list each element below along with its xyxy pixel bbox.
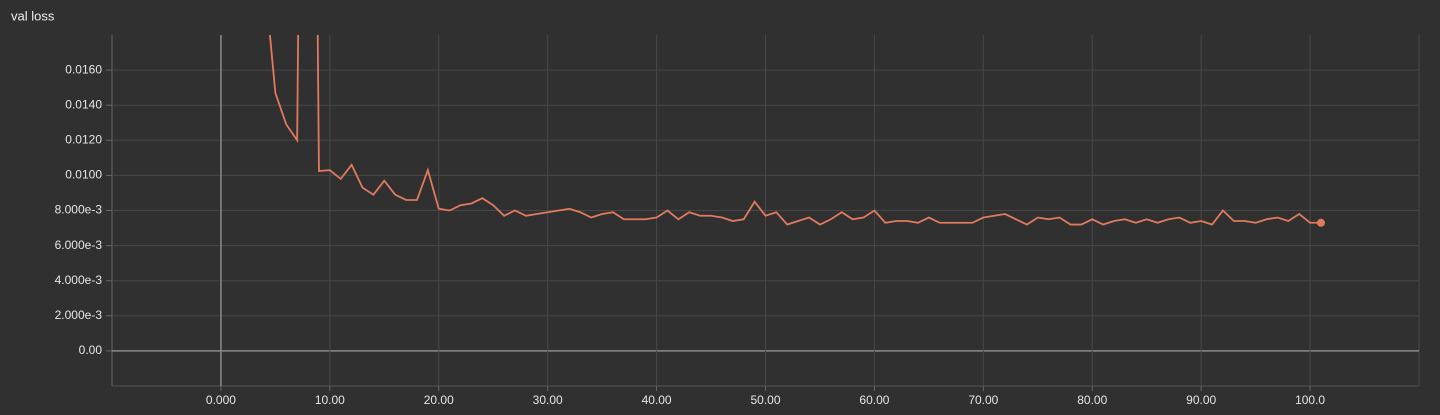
x-tick-label: 40.00: [642, 393, 672, 407]
x-tick-label: 30.00: [533, 393, 563, 407]
x-tick-label: 70.00: [968, 393, 998, 407]
y-tick-label: 0.0140: [65, 97, 102, 111]
x-tick-label: 100.0: [1295, 393, 1325, 407]
y-tick-label: 2.000e-3: [55, 308, 103, 322]
last-point: [1316, 218, 1325, 227]
y-tick-label: 0.0160: [65, 62, 102, 76]
x-tick-label: 50.00: [750, 393, 780, 407]
x-tick-label: 20.00: [424, 393, 454, 407]
x-tick-label: 90.00: [1186, 393, 1216, 407]
y-tick-label: 0.00: [79, 343, 103, 357]
y-tick-label: 6.000e-3: [55, 238, 103, 252]
y-tick-label: 4.000e-3: [55, 273, 103, 287]
data-line: [269, 35, 1321, 226]
y-tick-label: 0.0100: [65, 168, 102, 182]
y-tick-label: 0.0120: [65, 132, 102, 146]
x-tick-label: 0.000: [206, 393, 236, 407]
chart-title: val loss: [11, 8, 55, 23]
x-tick-label: 60.00: [859, 393, 889, 407]
x-tick-label: 80.00: [1077, 393, 1107, 407]
plot-area: [269, 35, 1325, 227]
x-tick-label: 10.00: [315, 393, 345, 407]
y-tick-label: 8.000e-3: [55, 203, 103, 217]
